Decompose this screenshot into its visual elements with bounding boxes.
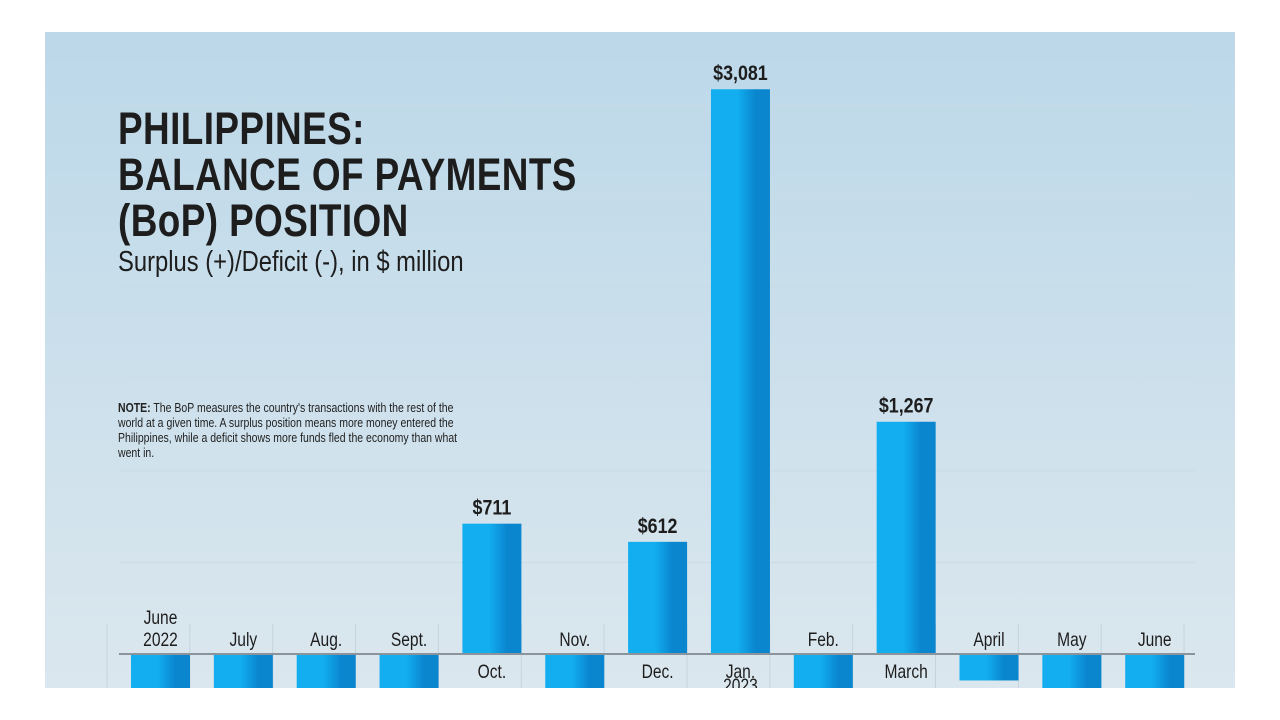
bar [793,655,853,688]
category-label: Dec. [642,661,674,683]
chart-note: NOTE: The BoP measures the country's tra… [118,401,479,461]
category-label: June [1138,629,1172,651]
category-label: Jan. [726,661,755,683]
category-label: Nov. [559,629,590,651]
category-label: May [1057,629,1087,651]
bar [131,655,190,688]
category-label: April [973,629,1004,651]
category-label: Aug. [310,629,342,651]
data-label: $1,267 [879,394,934,418]
category-label: March [885,661,928,683]
bar [545,655,605,688]
category-label: Feb. [808,629,839,651]
category-label: 2023 [723,675,758,688]
chart-subtitle: Surplus (+)/Deficit (-), in $ million [118,246,464,278]
bar [628,541,688,654]
title-line: (BoP) POSITION [118,195,409,246]
category-label: June [144,607,178,629]
bar [462,523,522,654]
data-label: $612 [638,515,678,539]
category-label: Oct. [478,661,507,683]
bar [213,655,273,688]
data-label: $711 [473,496,512,520]
category-label: July [230,629,258,651]
bar [710,89,770,655]
bar [876,421,936,654]
chart-title: PHILIPPINES: BALANCE OF PAYMENTS (BoP) P… [118,106,577,244]
note-text: The BoP measures the country's transacti… [118,401,458,460]
note-label: NOTE: [118,401,151,415]
bar [1042,655,1102,688]
title-line: BALANCE OF PAYMENTS [118,149,577,200]
category-label: 2022 [143,629,178,651]
bar [296,655,356,688]
title-line: PHILIPPINES: [118,103,365,154]
data-label: $3,081 [713,62,768,86]
bar [959,655,1019,681]
category-label: Sept. [391,629,427,651]
bar [1125,655,1185,688]
chart-panel: June 2022 July Aug. Sept. Oct. $711 Nov. Dec. $61… [45,32,1235,688]
bar [379,655,439,688]
